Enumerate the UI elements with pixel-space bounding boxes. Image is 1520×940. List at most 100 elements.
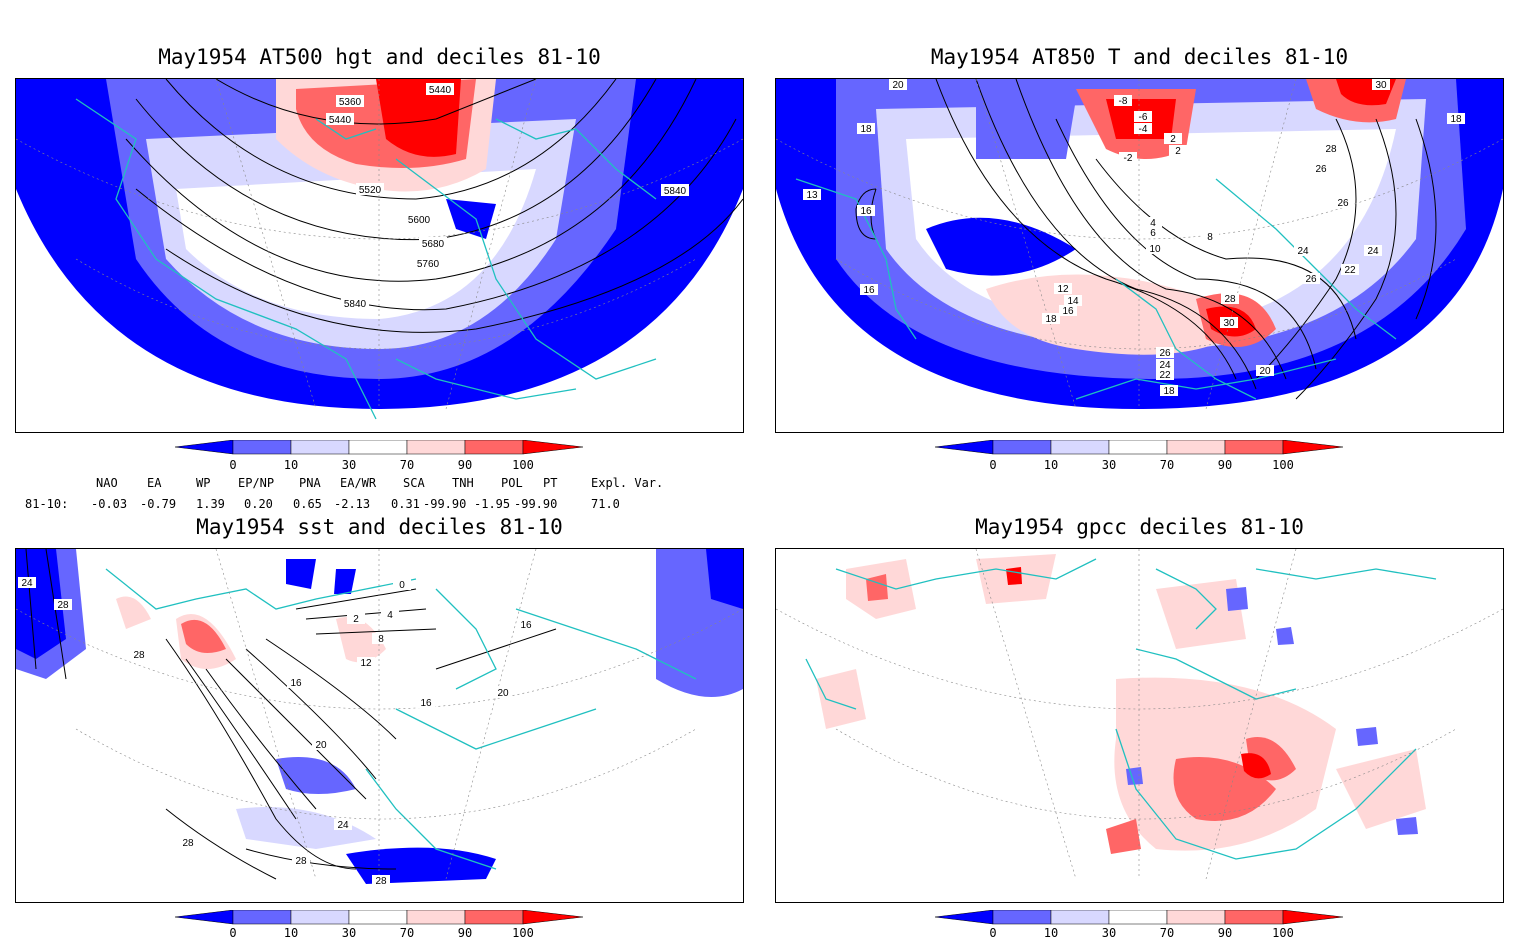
index-header: Expl. Var. — [591, 476, 664, 490]
colorbar-label: 0 — [989, 926, 997, 940]
colorbar-label: 100 — [512, 926, 534, 940]
contour-label: 16 — [1062, 306, 1074, 317]
contour-label: 26 — [1315, 164, 1327, 175]
index-value: -99.90 — [514, 497, 558, 511]
colorbar-label: 30 — [341, 458, 357, 472]
contour-label: 26 — [1305, 274, 1317, 285]
contour-label: 4 — [1150, 218, 1156, 229]
contour-label: 24 — [1367, 246, 1379, 257]
contour-label: 28 — [57, 600, 69, 611]
contour-label: 28 — [295, 856, 307, 867]
colorbar-label: 90 — [1217, 926, 1233, 940]
index-header: TNH — [452, 476, 474, 490]
colorbar-label: 100 — [1272, 926, 1294, 940]
colorbar-label: 10 — [283, 926, 299, 940]
contour-label: 5760 — [417, 259, 440, 270]
contour-label: 28 — [375, 876, 387, 887]
index-header: EP/NP — [238, 476, 275, 490]
colorbar-label: 0 — [229, 458, 237, 472]
contour-label: 16 — [290, 678, 302, 689]
index-value: -99.90 — [423, 497, 467, 511]
panel-3-title: May1954 sst and deciles 81-10 — [196, 515, 563, 539]
index-header: WP — [196, 476, 211, 490]
contour-label: 5360 — [339, 97, 362, 108]
panel-1-title: May1954 AT500 hgt and deciles 81-10 — [158, 45, 601, 69]
contour-label: 28 — [182, 838, 194, 849]
contour-label: 6 — [1150, 228, 1156, 239]
contour-label: 16 — [860, 206, 872, 217]
index-value: -2.13 — [334, 497, 371, 511]
colorbar-label: 10 — [283, 458, 299, 472]
colorbar-label: 0 — [989, 458, 997, 472]
t850-map: 20 30 18 16 13 16 18 -8 -6 -4 2 -2 28 26… — [776, 79, 1503, 410]
contour-label: 18 — [1163, 386, 1175, 397]
colorbar-label: 100 — [512, 458, 534, 472]
contour-label: 4 — [387, 610, 393, 621]
contour-label: 22 — [1159, 370, 1171, 381]
index-header: POL — [501, 476, 523, 490]
index-header: EA — [147, 476, 162, 490]
contour-label: 5840 — [344, 299, 367, 310]
contour-label: 13 — [806, 190, 818, 201]
map-panel-sst: 24 28 28 0 2 4 8 12 16 16 16 20 20 24 28… — [15, 548, 744, 903]
index-value: 1.39 — [196, 497, 225, 511]
contour-label: 28 — [1325, 144, 1337, 155]
index-value: 0.20 — [244, 497, 273, 511]
contour-label: 18 — [1450, 114, 1462, 125]
index-value: -1.95 — [474, 497, 511, 511]
contour-label: 0 — [399, 580, 405, 591]
contour-label: 2 — [1175, 146, 1181, 157]
contour-label: 16 — [420, 698, 432, 709]
index-row-label: 81-10: — [25, 497, 69, 511]
contour-label: 28 — [133, 650, 145, 661]
contour-label: 30 — [1375, 80, 1387, 91]
colorbar-label: 30 — [341, 926, 357, 940]
contour-label: -2 — [1124, 153, 1133, 164]
contour-label: 24 — [1297, 246, 1309, 257]
colorbar-label: 70 — [1159, 458, 1175, 472]
contour-label: 20 — [892, 80, 904, 91]
colorbar-label: 90 — [1217, 458, 1233, 472]
contour-label: 18 — [860, 124, 872, 135]
panel-2-title: May1954 AT850 T and deciles 81-10 — [930, 45, 1349, 69]
contour-label: 5680 — [422, 239, 445, 250]
contour-label: 20 — [315, 740, 327, 751]
index-value: -0.03 — [91, 497, 128, 511]
index-header: SCA — [403, 476, 425, 490]
contour-label: 5440 — [429, 85, 452, 96]
contour-label: 2 — [353, 614, 359, 625]
contour-label: 12 — [360, 658, 372, 669]
map-panel-gpcc — [775, 548, 1504, 903]
contour-label: 24 — [1159, 360, 1171, 371]
contour-label: 30 — [1223, 318, 1235, 329]
colorbar-label: 70 — [399, 458, 415, 472]
colorbar-label: 30 — [1101, 458, 1117, 472]
colorbar-label: 70 — [399, 926, 415, 940]
colorbar-bottom-left: 0 10 30 70 90 100 — [174, 909, 585, 940]
index-header: NAO — [96, 476, 118, 490]
contour-label: 20 — [1259, 366, 1271, 377]
contour-label: 10 — [1149, 244, 1161, 255]
contour-label: 24 — [337, 820, 349, 831]
contour-label: 28 — [1224, 294, 1236, 305]
contour-label: 12 — [1057, 284, 1069, 295]
map-panel-t850: 20 30 18 16 13 16 18 -8 -6 -4 2 -2 28 26… — [775, 78, 1504, 433]
sst-map: 24 28 28 0 2 4 8 12 16 16 16 20 20 24 28… — [16, 549, 743, 889]
contour-label: 8 — [378, 634, 384, 645]
contour-label: 8 — [1207, 232, 1213, 243]
colorbar-label: 70 — [1159, 926, 1175, 940]
contour-label: -4 — [1139, 124, 1148, 135]
colorbar-label: 10 — [1043, 926, 1059, 940]
index-header: PT — [543, 476, 558, 490]
index-value: 71.0 — [591, 497, 620, 511]
contour-label: 16 — [520, 620, 532, 631]
colorbar-label: 90 — [457, 926, 473, 940]
contour-label: 5440 — [329, 115, 352, 126]
colorbar-top-left: 0 10 30 70 90 100 — [174, 439, 585, 474]
contour-label: 26 — [1159, 348, 1171, 359]
contour-label: 14 — [1067, 296, 1079, 307]
colorbar-top-right: 0 10 30 70 90 100 — [934, 439, 1345, 474]
contour-label: -6 — [1139, 112, 1148, 123]
contour-label: 5520 — [359, 185, 382, 196]
contour-label: 18 — [1045, 314, 1057, 325]
